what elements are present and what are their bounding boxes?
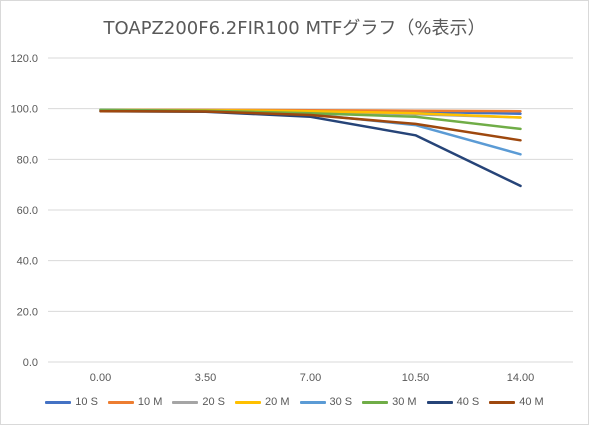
x-tick-label: 7.00 [300,372,321,384]
legend-item: 30 M [362,396,417,408]
legend-label: 20 S [202,396,226,408]
legend-swatch [299,400,326,404]
legend-label: 30 S [329,396,353,408]
chart-title: TOAPZ200F6.2FIR100 MTFグラフ（%表示） [103,18,486,39]
legend-item: 10 M [107,396,163,408]
y-tick-label: 0.0 [23,357,38,369]
x-tick-label: 3.50 [195,372,216,384]
legend-label: 10 M [137,396,163,408]
legend-item: 20 S [172,396,225,408]
legend-item: 40 S [426,396,480,408]
y-tick-label: 20.0 [17,306,38,318]
legend-swatch [45,400,72,404]
legend-label: 40 S [456,396,480,408]
y-tick-label: 120.0 [10,53,38,65]
x-tick-label: 14.00 [507,372,535,384]
legend-swatch [107,400,134,404]
legend-swatch [426,400,453,404]
legend-item: 30 S [299,396,353,408]
y-tick-label: 40.0 [17,256,38,268]
y-tick-label: 60.0 [17,205,38,217]
x-tick-label: 0.00 [90,372,111,384]
series-line-40-m [99,109,522,142]
legend-swatch [362,400,389,404]
x-tick-label: 10.50 [402,372,430,384]
chart-legend: 10 S 10 M 20 S 20 M 30 S 30 M 40 S 40 M [0,396,589,408]
legend-swatch [235,400,262,404]
legend-item: 40 M [489,396,544,408]
legend-swatch [489,400,516,404]
y-tick-label: 100.0 [10,104,38,116]
legend-label: 30 M [392,396,417,408]
legend-label: 40 M [519,396,544,408]
legend-item: 10 S [45,396,98,408]
y-tick-label: 80.0 [17,154,38,166]
legend-swatch [172,400,199,404]
legend-label: 20 M [265,396,290,408]
legend-item: 20 M [235,396,290,408]
legend-label: 10 S [75,396,98,408]
